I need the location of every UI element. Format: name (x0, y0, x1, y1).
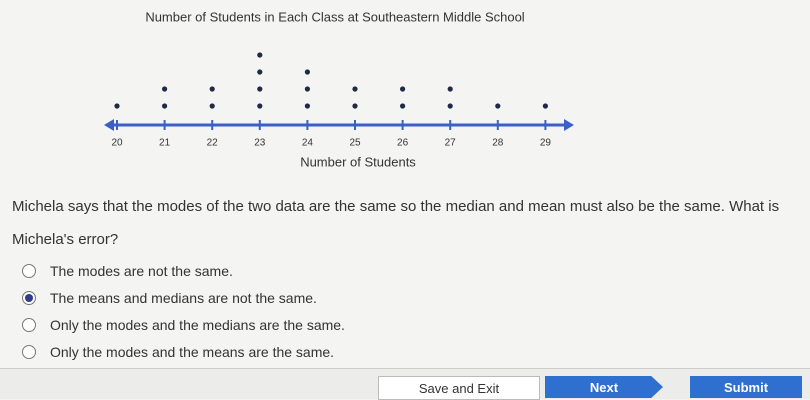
radio-button[interactable] (22, 291, 36, 305)
option-text: The modes are not the same. (50, 263, 233, 279)
option-text: The means and medians are not the same. (50, 290, 317, 306)
dot (352, 103, 358, 109)
x-tick-label: 24 (302, 138, 314, 149)
dot-plot: Number of Students in Each Class at Sout… (104, 9, 574, 169)
axis-arrow-left (104, 119, 114, 131)
x-tick-label: 25 (349, 138, 361, 149)
x-tick-label: 22 (207, 138, 219, 149)
dot (542, 103, 549, 109)
x-tick-label: 26 (397, 138, 409, 149)
dot (352, 86, 358, 92)
dot (400, 103, 406, 109)
dot (209, 86, 215, 92)
option-text: Only the modes and the means are the sam… (50, 344, 335, 360)
dot (162, 86, 168, 92)
x-tick-label: 29 (540, 138, 552, 149)
dot (162, 103, 168, 109)
radio-button[interactable] (22, 264, 36, 278)
question: Michela says that the modes of the two d… (12, 198, 780, 248)
option-text: Only the modes and the medians are the s… (50, 317, 345, 333)
dot (447, 86, 453, 92)
dot (209, 103, 215, 109)
submit-button[interactable]: Submit (690, 376, 802, 398)
radio-button[interactable] (22, 318, 36, 332)
save-button[interactable]: Save and Exit (378, 376, 540, 400)
answer-option[interactable]: The modes are not the same. (22, 263, 233, 279)
radio-button[interactable] (22, 345, 36, 359)
dot (447, 103, 453, 109)
dot (257, 69, 263, 75)
dot (495, 103, 501, 109)
axis-arrow-right (564, 119, 574, 131)
x-tick-label: 23 (254, 138, 266, 149)
answer-option[interactable]: The means and medians are not the same. (22, 290, 317, 306)
dot (400, 86, 406, 92)
x-tick-label: 28 (492, 138, 504, 149)
x-tick-label: 21 (159, 138, 171, 149)
answer-option[interactable]: Only the modes and the medians are the s… (22, 317, 345, 333)
x-axis-label: Number of Students (300, 154, 416, 169)
dot (114, 103, 120, 109)
dot (304, 86, 310, 92)
dot (304, 103, 310, 109)
dot (257, 86, 263, 92)
dot (257, 103, 263, 109)
chart-title: Number of Students in Each Class at Sout… (145, 9, 524, 24)
next-button[interactable]: Next (545, 376, 663, 398)
answer-option[interactable]: Only the modes and the means are the sam… (22, 344, 334, 360)
dot (304, 69, 310, 75)
x-tick-label: 27 (445, 138, 457, 149)
x-tick-label: 20 (111, 138, 123, 149)
dot (257, 52, 263, 58)
